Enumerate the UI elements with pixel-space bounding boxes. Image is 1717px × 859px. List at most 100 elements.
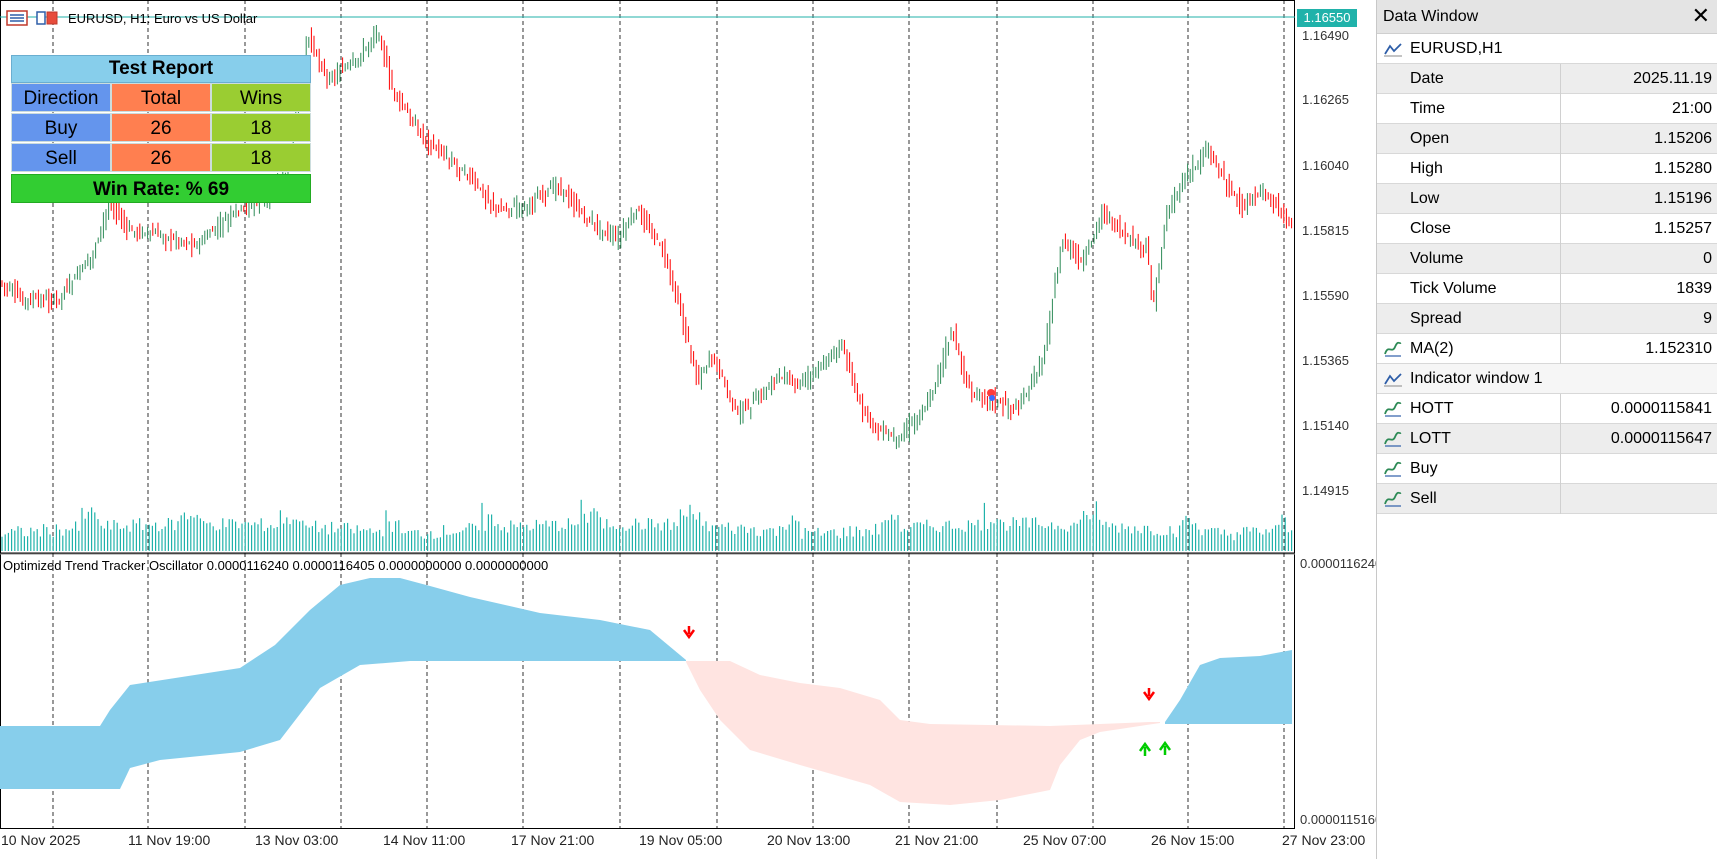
time-axis-label: 20 Nov 13:00	[767, 832, 851, 848]
chart-frame	[0, 0, 1295, 829]
data-row-sell: Sell	[1377, 484, 1717, 514]
data-value: 1.15196	[1654, 190, 1712, 207]
data-window-header[interactable]: Data Window ✕	[1377, 0, 1717, 34]
time-axis-label: 10 Nov 2025	[1, 832, 81, 848]
data-label: Close	[1410, 220, 1451, 237]
data-row-spread: Spread 9	[1377, 304, 1717, 334]
chart-symbol-title: EURUSD, H1: Euro vs US Dollar	[68, 11, 258, 26]
price-axis-label: 1.14915	[1302, 483, 1349, 498]
data-value: 0.0000115841	[1610, 400, 1712, 417]
time-axis-label: 17 Nov 21:00	[511, 832, 595, 848]
column-divider	[1560, 184, 1561, 214]
data-label: Time	[1410, 100, 1445, 117]
data-value: 1.15257	[1654, 220, 1712, 237]
data-value: 0.0000115647	[1610, 430, 1712, 447]
sell-total-cell: 26	[111, 143, 211, 172]
price-axis-label: 1.15815	[1302, 223, 1349, 238]
indicator-icon	[1384, 401, 1402, 417]
data-label: Volume	[1410, 250, 1464, 267]
price-axis-label: 1.16040	[1302, 158, 1349, 173]
data-row-close: Close 1.15257	[1377, 214, 1717, 244]
column-divider	[1560, 394, 1561, 424]
indicator-icon	[1384, 341, 1402, 357]
time-axis-label: 11 Nov 19:00	[128, 832, 211, 848]
candlesticks	[1, 25, 1293, 450]
buy-wins-cell: 18	[211, 113, 311, 142]
sell-arrow	[682, 626, 696, 640]
data-label: MA(2)	[1410, 340, 1454, 357]
close-icon[interactable]: ✕	[1691, 3, 1710, 28]
price-axis-label: 1.16265	[1302, 92, 1349, 107]
chart-canvas[interactable]	[0, 0, 1376, 859]
data-window-symbol-row[interactable]: EURUSD,H1	[1377, 34, 1717, 64]
column-divider	[1560, 454, 1561, 484]
time-axis-label: 27 Nov 23:00	[1282, 832, 1366, 848]
test-report-title: Test Report	[11, 55, 311, 83]
indicator-window-section[interactable]: Indicator window 1	[1377, 364, 1717, 394]
trade-marker	[987, 389, 995, 401]
data-value: 1.15206	[1654, 130, 1712, 147]
data-value: 21:00	[1671, 100, 1712, 117]
lott-fill-area	[686, 661, 1160, 805]
column-divider	[1560, 334, 1561, 364]
header-direction: Direction	[11, 83, 111, 112]
time-axis-label: 14 Nov 11:00	[383, 832, 466, 848]
column-divider	[1560, 304, 1561, 334]
line-chart-icon	[1384, 43, 1402, 57]
data-window-title: Data Window	[1383, 8, 1479, 25]
data-value: 1.152310	[1645, 340, 1712, 357]
chart-menu-icon[interactable]	[6, 10, 28, 26]
indicator-icon	[1384, 461, 1402, 477]
time-axis-label: 26 Nov 15:00	[1151, 832, 1235, 848]
time-axis-label: 21 Nov 21:00	[895, 832, 979, 848]
data-label: Buy	[1410, 460, 1438, 477]
data-value: 1.15280	[1654, 160, 1712, 177]
header-wins: Wins	[211, 83, 311, 112]
data-value: 0	[1703, 250, 1712, 267]
column-divider	[1560, 64, 1561, 94]
data-row-ma: MA(2) 1.152310	[1377, 334, 1717, 364]
sell-arrow	[1142, 688, 1156, 702]
current-price-tag: 1.16550	[1297, 9, 1357, 27]
column-divider	[1560, 424, 1561, 454]
data-row-high: High 1.15280	[1377, 154, 1717, 184]
data-row-lott: LOTT 0.0000115647	[1377, 424, 1717, 454]
column-divider	[1560, 214, 1561, 244]
time-axis-label: 19 Nov 05:00	[639, 832, 723, 848]
data-value: 2025.11.19	[1633, 70, 1712, 87]
data-label: Sell	[1410, 490, 1437, 507]
indicator-title: Optimized Trend Tracker Oscillator 0.000…	[3, 558, 549, 573]
data-row-open: Open 1.15206	[1377, 124, 1717, 154]
one-click-trading-icon[interactable]	[36, 10, 58, 26]
data-row-time: Time 21:00	[1377, 94, 1717, 124]
price-chart-area[interactable]: EURUSD, H1: Euro vs US Dollar 1.16550 1.…	[0, 0, 1376, 859]
symbol-label: EURUSD,H1	[1410, 40, 1503, 57]
win-rate-summary: Win Rate: % 69	[11, 174, 311, 203]
data-label: Tick Volume	[1410, 280, 1497, 297]
column-divider	[1560, 484, 1561, 514]
buy-total-cell: 26	[111, 113, 211, 142]
hott-fill-area	[1165, 650, 1292, 724]
price-axis-label: 1.15365	[1302, 353, 1349, 368]
indicator-icon	[1384, 491, 1402, 507]
price-axis-label: 1.16490	[1302, 28, 1349, 43]
data-row-hott: HOTT 0.0000115841	[1377, 394, 1717, 424]
header-total: Total	[111, 83, 211, 112]
data-row-low: Low 1.15196	[1377, 184, 1717, 214]
data-value: 1839	[1676, 280, 1712, 297]
buy-direction-cell: Buy	[11, 113, 111, 142]
time-axis-label: 13 Nov 03:00	[255, 832, 339, 848]
data-row-tick-volume: Tick Volume 1839	[1377, 274, 1717, 304]
hott-fill-area	[0, 578, 686, 789]
data-label: Low	[1410, 190, 1440, 207]
data-row-date: Date 2025.11.19	[1377, 64, 1717, 94]
volume-histogram	[1, 499, 1293, 551]
data-window-panel: Data Window ✕ EURUSD,H1 Date 2025.11.19 …	[1376, 0, 1717, 859]
data-label: High	[1410, 160, 1443, 177]
buy-arrow	[1158, 740, 1172, 755]
data-row-volume: Volume 0	[1377, 244, 1717, 274]
data-label: Open	[1410, 130, 1450, 147]
column-divider	[1560, 154, 1561, 184]
indicator-axis-label: 0.0000116240	[1300, 556, 1376, 571]
